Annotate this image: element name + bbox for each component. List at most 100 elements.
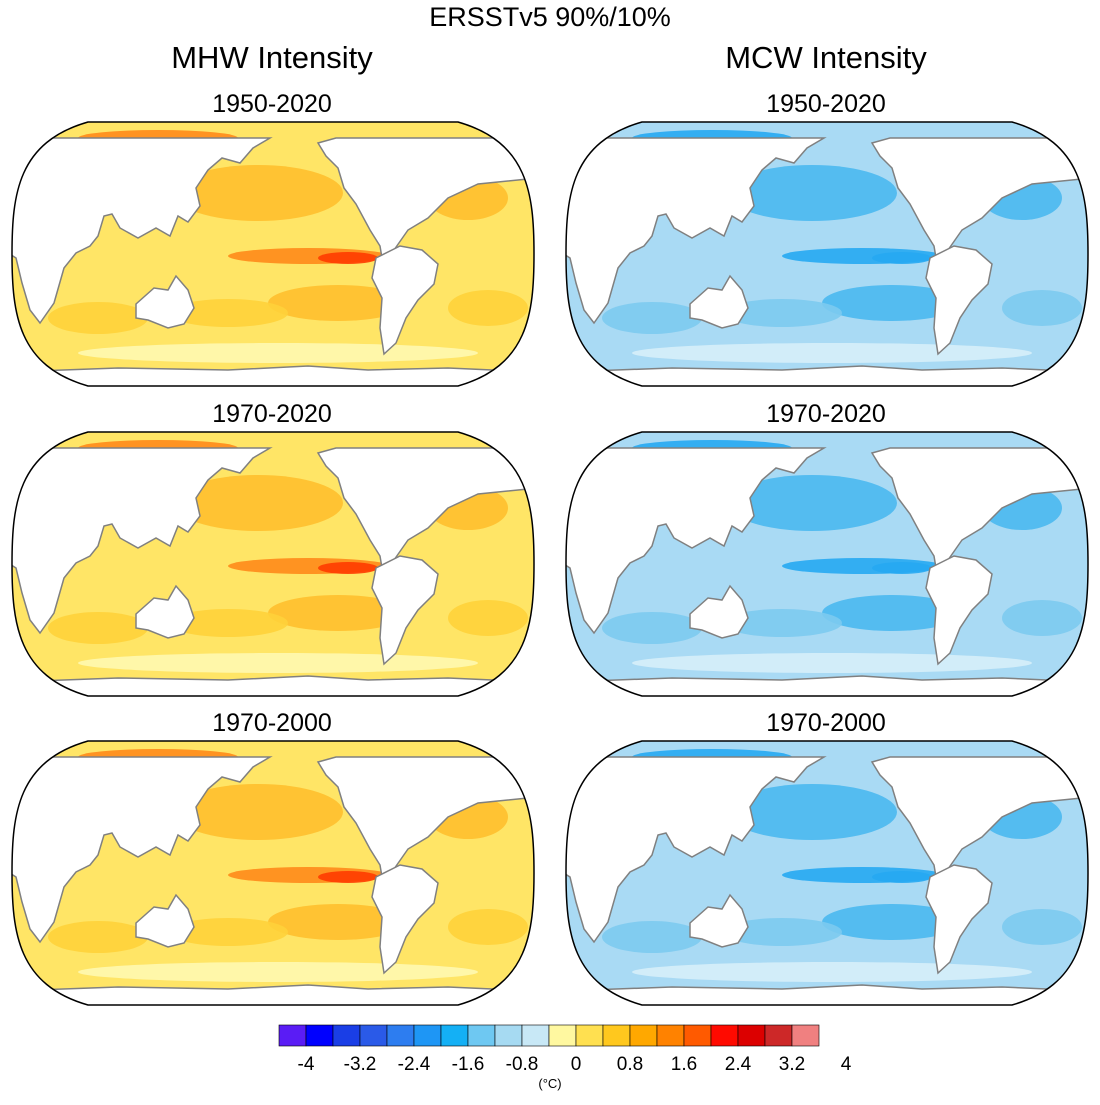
panel-title-mcw-1: 1950-2020 [766, 90, 886, 118]
colorbar-tick-label: 4 [840, 1054, 852, 1075]
intensity-contour [727, 475, 897, 531]
landmass [371, 864, 439, 975]
landmass [925, 864, 993, 975]
intensity-contour [448, 909, 528, 945]
landmass [12, 756, 273, 944]
landmass [566, 675, 1088, 696]
colorbar-tick-label: -4 [297, 1054, 315, 1075]
colorbar-swatch [359, 1024, 388, 1047]
intensity-contour [602, 612, 702, 644]
intensity-contour [722, 609, 842, 637]
colorbar-swatch [332, 1024, 361, 1047]
map-outline [11, 431, 535, 697]
panel-title-mcw-3: 1970-2000 [766, 709, 886, 737]
landmass [566, 756, 827, 944]
colorbar-tick-label: 2.4 [724, 1054, 752, 1075]
colorbar-swatch [305, 1024, 334, 1047]
intensity-contour [872, 562, 932, 574]
intensity-contour [48, 921, 148, 953]
intensity-contour [268, 285, 408, 321]
intensity-contour [1002, 600, 1082, 636]
landmass [925, 245, 993, 356]
map-outline [11, 740, 535, 1006]
column-title-mcw: MCW Intensity [725, 40, 927, 75]
intensity-contour [722, 299, 842, 327]
intensity-contour [168, 918, 288, 946]
intensity-contour [822, 595, 962, 631]
colorbar-tick-label: 0 [570, 1054, 582, 1075]
map-outline [11, 121, 535, 387]
intensity-contour [1002, 290, 1082, 326]
colorbar-swatch [521, 1024, 550, 1047]
intensity-contour [173, 165, 343, 221]
colorbar-swatch [791, 1024, 820, 1047]
colorbar-tick-label: -3.2 [343, 1054, 377, 1075]
colorbar-units: (°C) [538, 1076, 562, 1091]
intensity-contour [632, 653, 1032, 673]
map-outline [565, 431, 1089, 697]
intensity-contour [872, 871, 932, 883]
landmass [371, 245, 439, 356]
colorbar-swatch [413, 1024, 442, 1047]
landmass [689, 584, 749, 639]
colorbar-swatch [548, 1024, 577, 1047]
landmass [566, 137, 827, 325]
colorbar-swatch [278, 1024, 307, 1047]
colorbar-swatch [575, 1024, 604, 1047]
colorbar-swatch [764, 1024, 793, 1047]
colorbar-tick-label: -2.4 [397, 1054, 431, 1075]
colorbar-tick-label: -1.6 [451, 1054, 485, 1075]
colorbar-swatch [629, 1024, 658, 1047]
intensity-contour [318, 871, 378, 883]
colorbar-tick-label: 3.2 [778, 1054, 806, 1075]
intensity-contour [268, 595, 408, 631]
intensity-contour [448, 600, 528, 636]
landmass [12, 137, 273, 325]
landmass [12, 447, 273, 635]
intensity-contour [727, 784, 897, 840]
colorbar-tick-label: 1.6 [670, 1054, 698, 1075]
colorbar-swatch [737, 1024, 766, 1047]
intensity-contour [448, 290, 528, 326]
intensity-contour [727, 165, 897, 221]
intensity-contour [78, 653, 478, 673]
intensity-contour [632, 343, 1032, 363]
panel-title-mhw-3: 1970-2000 [212, 709, 332, 737]
colorbar-swatch [710, 1024, 739, 1047]
landmass [135, 893, 195, 948]
intensity-contour [602, 921, 702, 953]
intensity-contour [822, 904, 962, 940]
intensity-contour [78, 343, 478, 363]
intensity-contour [48, 612, 148, 644]
column-title-mhw: MHW Intensity [171, 40, 373, 75]
landmass [925, 555, 993, 666]
intensity-contour [173, 475, 343, 531]
figure-title: ERSSTv5 90%/10% [429, 2, 671, 32]
map-mcw-1970-2020 [565, 431, 1089, 697]
intensity-contour [48, 302, 148, 334]
colorbar-swatch [467, 1024, 496, 1047]
map-mhw-1950-2020 [11, 121, 535, 387]
colorbar-swatch [494, 1024, 523, 1047]
intensity-contour [1002, 909, 1082, 945]
panel-title-mcw-2: 1970-2020 [766, 400, 886, 428]
colorbar-swatch [683, 1024, 712, 1047]
landmass [12, 675, 534, 696]
panel-title-mhw-1: 1950-2020 [212, 90, 332, 118]
intensity-contour [722, 918, 842, 946]
panel-title-mhw-2: 1970-2020 [212, 400, 332, 428]
landmass [135, 274, 195, 329]
map-mhw-1970-2000 [11, 740, 535, 1006]
colorbar-swatch [440, 1024, 469, 1047]
map-mhw-1970-2020 [11, 431, 535, 697]
landmass [689, 893, 749, 948]
intensity-contour [318, 562, 378, 574]
colorbar-swatch [386, 1024, 415, 1047]
colorbar [278, 1024, 820, 1047]
intensity-contour [168, 609, 288, 637]
intensity-contour [173, 784, 343, 840]
intensity-contour [602, 302, 702, 334]
intensity-contour [318, 252, 378, 264]
landmass [371, 555, 439, 666]
landmass [566, 447, 827, 635]
